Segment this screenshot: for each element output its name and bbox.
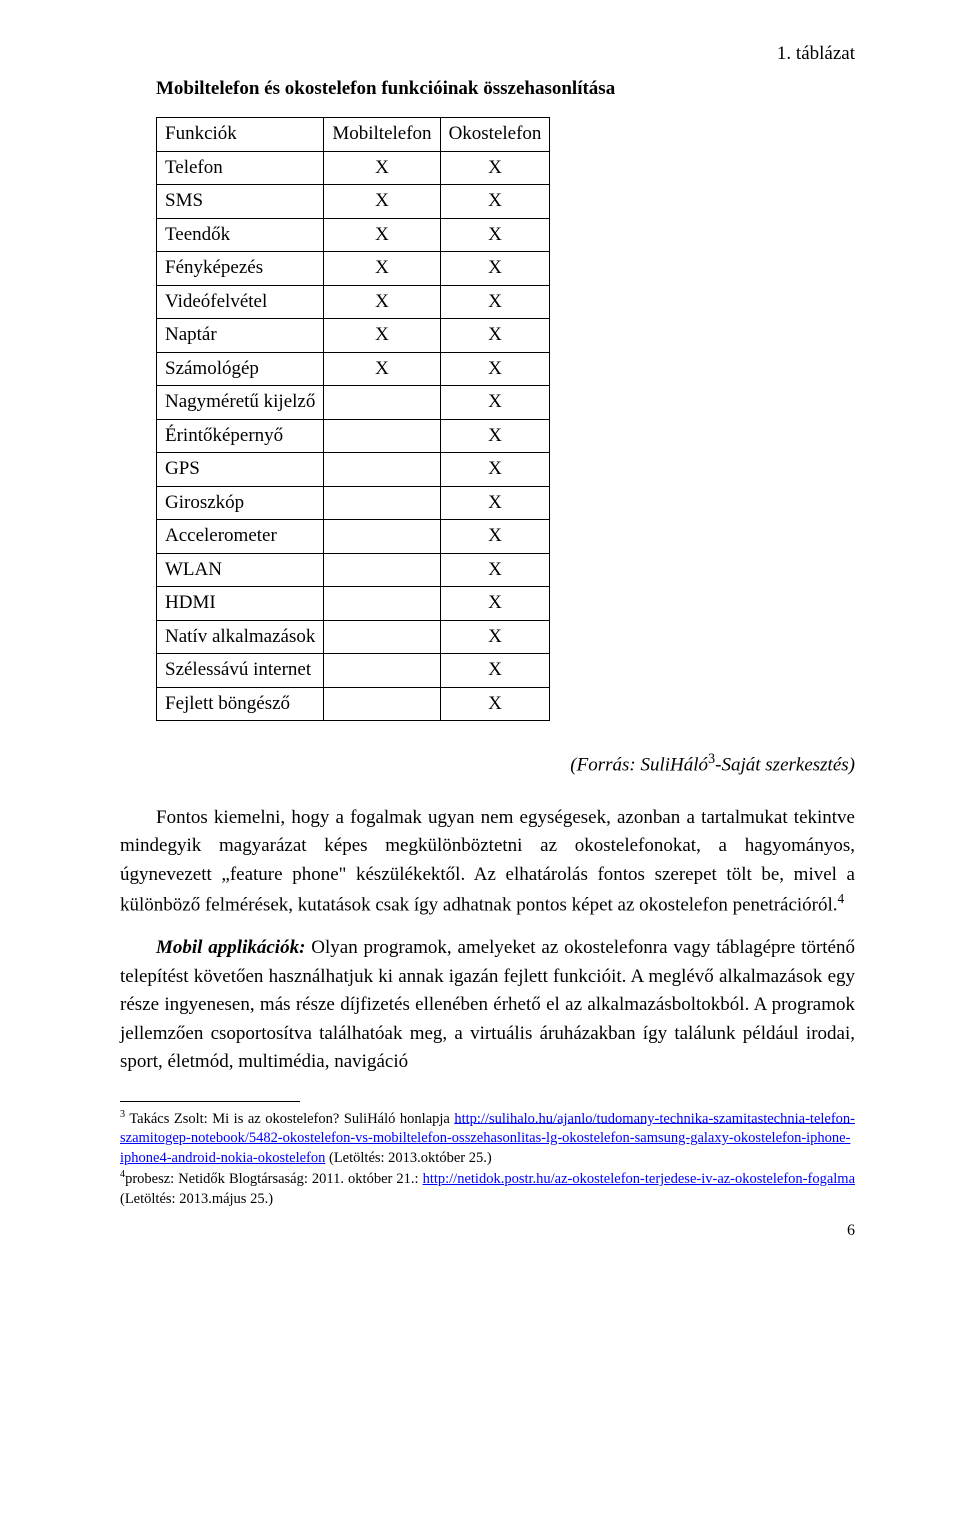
cell-feature: Fejlett böngésző — [157, 687, 324, 721]
table-row: VideófelvételXX — [157, 285, 550, 319]
cell-okos: X — [440, 185, 550, 219]
fn4-link[interactable]: http://netidok.postr.hu/az-okostelefon-t… — [423, 1171, 855, 1187]
fn3-post: (Letöltés: 2013.október 25.) — [325, 1150, 491, 1166]
source-suffix: -Saját szerkesztés) — [715, 754, 855, 775]
table-row: HDMI X — [157, 587, 550, 621]
cell-feature: Érintőképernyő — [157, 419, 324, 453]
cell-mobil — [324, 687, 440, 721]
cell-mobil — [324, 587, 440, 621]
cell-mobil — [324, 486, 440, 520]
para1-text: Fontos kiemelni, hogy a fogalmak ugyan n… — [120, 807, 855, 916]
cell-feature: GPS — [157, 453, 324, 487]
cell-mobil: X — [324, 151, 440, 185]
table-row: Giroszkóp X — [157, 486, 550, 520]
cell-okos: X — [440, 319, 550, 353]
cell-feature: SMS — [157, 185, 324, 219]
cell-okos: X — [440, 386, 550, 420]
cell-okos: X — [440, 620, 550, 654]
cell-okos: X — [440, 687, 550, 721]
table-row: Natív alkalmazások X — [157, 620, 550, 654]
fn4-pre: probesz: Netidők Blogtársaság: 2011. okt… — [125, 1171, 423, 1187]
col-header-mobiltelefon: Mobiltelefon — [324, 118, 440, 152]
para1-footnote-ref: 4 — [838, 891, 845, 906]
table-row: SzámológépXX — [157, 352, 550, 386]
source-line: (Forrás: SuliHáló3-Saját szerkesztés) — [120, 749, 855, 780]
cell-okos: X — [440, 252, 550, 286]
cell-feature: Giroszkóp — [157, 486, 324, 520]
table-row: Szélessávú internet X — [157, 654, 550, 688]
table-row: SMSXX — [157, 185, 550, 219]
fn4-post: (Letöltés: 2013.május 25.) — [120, 1191, 273, 1207]
cell-okos: X — [440, 587, 550, 621]
table-number-label: 1. táblázat — [120, 40, 855, 69]
cell-feature: Accelerometer — [157, 520, 324, 554]
cell-feature: Szélessávú internet — [157, 654, 324, 688]
cell-mobil — [324, 654, 440, 688]
footnote-4: 4probesz: Netidők Blogtársaság: 2011. ok… — [120, 1168, 855, 1209]
cell-feature: Telefon — [157, 151, 324, 185]
table-header-row: Funkciók Mobiltelefon Okostelefon — [157, 118, 550, 152]
cell-feature: Számológép — [157, 352, 324, 386]
cell-feature: Natív alkalmazások — [157, 620, 324, 654]
cell-mobil — [324, 620, 440, 654]
cell-mobil — [324, 386, 440, 420]
table-row: FényképezésXX — [157, 252, 550, 286]
cell-okos: X — [440, 520, 550, 554]
footnotes-block: 3 Takács Zsolt: Mi is az okostelefon? Su… — [120, 1108, 855, 1209]
col-header-funkciok: Funkciók — [157, 118, 324, 152]
table-title: Mobiltelefon és okostelefon funkcióinak … — [120, 75, 855, 104]
para2-lead: Mobil applikációk: — [156, 937, 305, 958]
fn3-pre: Takács Zsolt: Mi is az okostelefon? Suli… — [125, 1110, 454, 1126]
paragraph-1: Fontos kiemelni, hogy a fogalmak ugyan n… — [120, 804, 855, 920]
cell-okos: X — [440, 654, 550, 688]
cell-okos: X — [440, 151, 550, 185]
cell-okos: X — [440, 419, 550, 453]
cell-feature: HDMI — [157, 587, 324, 621]
source-prefix: (Forrás: SuliHáló — [570, 754, 708, 775]
cell-mobil: X — [324, 285, 440, 319]
cell-mobil — [324, 520, 440, 554]
cell-okos: X — [440, 218, 550, 252]
cell-okos: X — [440, 486, 550, 520]
cell-feature: WLAN — [157, 553, 324, 587]
page-number: 6 — [120, 1219, 855, 1243]
cell-feature: Nagyméretű kijelző — [157, 386, 324, 420]
table-row: TeendőkXX — [157, 218, 550, 252]
cell-mobil: X — [324, 185, 440, 219]
cell-feature: Fényképezés — [157, 252, 324, 286]
cell-mobil — [324, 453, 440, 487]
cell-okos: X — [440, 285, 550, 319]
cell-mobil: X — [324, 218, 440, 252]
comparison-table: Funkciók Mobiltelefon Okostelefon Telefo… — [156, 117, 550, 721]
table-row: Accelerometer X — [157, 520, 550, 554]
cell-mobil: X — [324, 352, 440, 386]
table-row: GPS X — [157, 453, 550, 487]
footnote-3: 3 Takács Zsolt: Mi is az okostelefon? Su… — [120, 1108, 855, 1169]
cell-okos: X — [440, 553, 550, 587]
table-row: TelefonXX — [157, 151, 550, 185]
cell-okos: X — [440, 453, 550, 487]
table-row: Érintőképernyő X — [157, 419, 550, 453]
cell-mobil: X — [324, 319, 440, 353]
cell-feature: Naptár — [157, 319, 324, 353]
cell-mobil: X — [324, 252, 440, 286]
table-row: WLAN X — [157, 553, 550, 587]
cell-mobil — [324, 553, 440, 587]
table-row: Fejlett böngésző X — [157, 687, 550, 721]
cell-feature: Videófelvétel — [157, 285, 324, 319]
paragraph-2: Mobil applikációk: Olyan programok, amel… — [120, 934, 855, 1077]
cell-feature: Teendők — [157, 218, 324, 252]
footnote-separator — [120, 1101, 300, 1102]
cell-okos: X — [440, 352, 550, 386]
cell-mobil — [324, 419, 440, 453]
col-header-okostelefon: Okostelefon — [440, 118, 550, 152]
table-row: Nagyméretű kijelző X — [157, 386, 550, 420]
table-row: NaptárXX — [157, 319, 550, 353]
